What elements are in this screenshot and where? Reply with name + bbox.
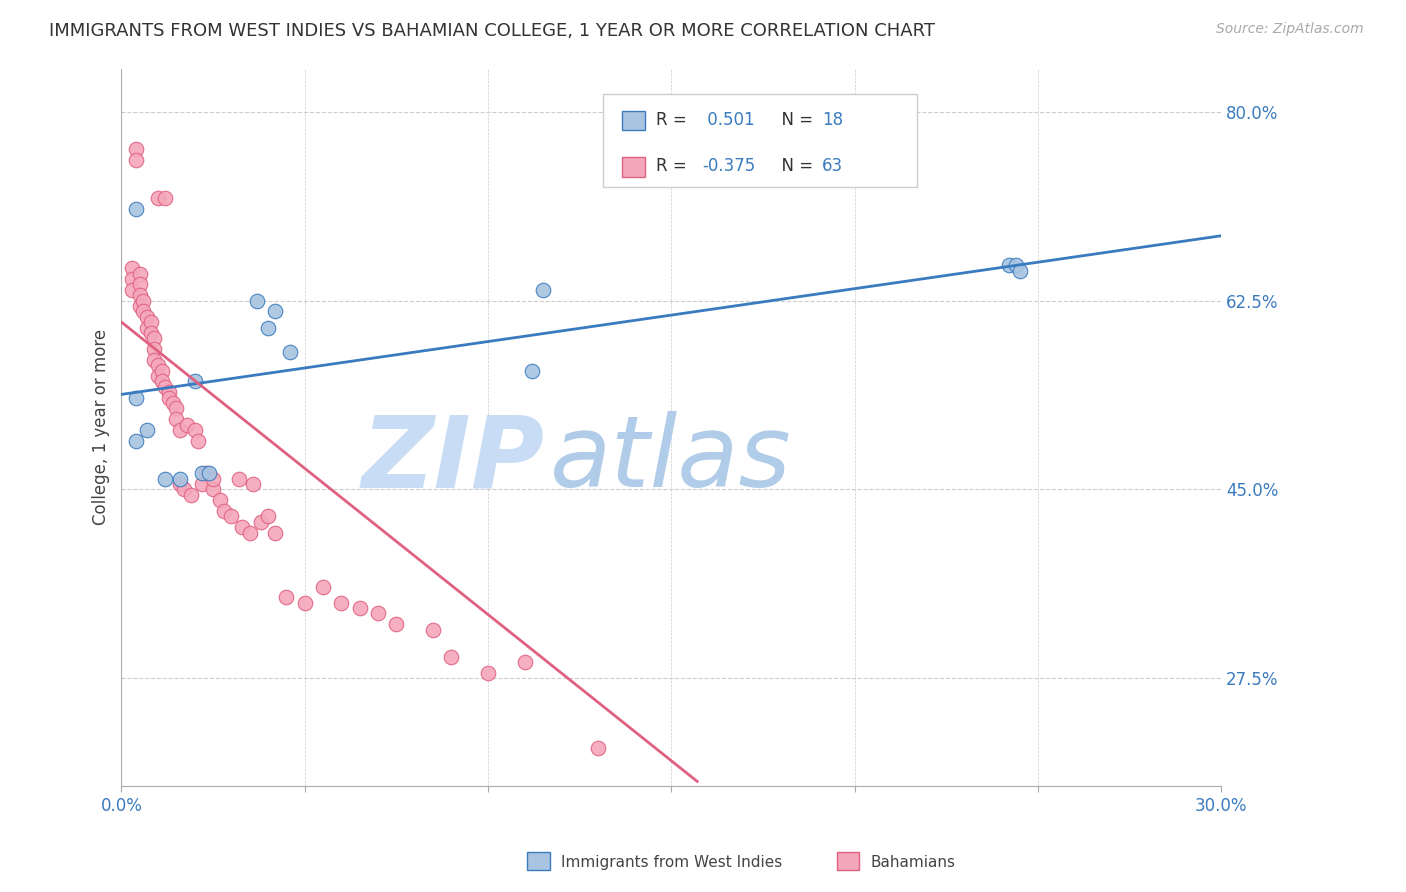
Point	[1005, 258, 1028, 272]
Point	[165, 412, 187, 426]
Point	[212, 504, 235, 518]
Point	[136, 320, 159, 334]
Point	[184, 423, 207, 437]
Point	[146, 369, 169, 384]
Point	[294, 596, 316, 610]
Point	[128, 288, 150, 302]
Text: ZIP: ZIP	[361, 411, 546, 508]
Point	[278, 345, 301, 359]
Y-axis label: College, 1 year or more: College, 1 year or more	[93, 329, 110, 525]
Point	[440, 649, 463, 664]
Point	[257, 509, 280, 524]
Text: atlas: atlas	[550, 411, 792, 508]
Point	[143, 352, 166, 367]
Point	[155, 472, 177, 486]
Point	[157, 391, 180, 405]
Point	[128, 267, 150, 281]
Point	[191, 477, 214, 491]
Point	[139, 326, 162, 340]
Text: Immigrants from West Indies: Immigrants from West Indies	[561, 855, 782, 870]
Point	[128, 299, 150, 313]
Point	[202, 483, 225, 497]
Point	[136, 423, 159, 437]
Point	[194, 466, 217, 480]
Text: IMMIGRANTS FROM WEST INDIES VS BAHAMIAN COLLEGE, 1 YEAR OR MORE CORRELATION CHAR: IMMIGRANTS FROM WEST INDIES VS BAHAMIAN …	[49, 22, 935, 40]
Point	[531, 283, 554, 297]
Point	[198, 466, 221, 480]
Point	[121, 272, 143, 286]
Point	[146, 359, 169, 373]
Point	[231, 520, 253, 534]
Point	[176, 417, 198, 432]
Point	[477, 665, 499, 680]
Text: R =: R =	[657, 111, 692, 128]
Point	[165, 401, 187, 416]
Point	[150, 364, 173, 378]
Point	[257, 320, 280, 334]
Text: Source: ZipAtlas.com: Source: ZipAtlas.com	[1216, 22, 1364, 37]
Point	[209, 493, 232, 508]
Point	[162, 396, 184, 410]
Point	[228, 472, 250, 486]
Point	[125, 391, 148, 405]
Point	[246, 293, 269, 308]
Point	[997, 258, 1019, 272]
Point	[513, 655, 536, 669]
Point	[264, 304, 287, 318]
Point	[422, 623, 444, 637]
Point	[169, 423, 191, 437]
Text: 18: 18	[823, 111, 844, 128]
Point	[169, 477, 191, 491]
Text: N =: N =	[772, 157, 818, 175]
Point	[155, 191, 177, 205]
Point	[191, 466, 214, 480]
Point	[184, 375, 207, 389]
Point	[586, 741, 609, 756]
Point	[128, 277, 150, 292]
Point	[132, 304, 155, 318]
Point	[150, 375, 173, 389]
Point	[187, 434, 209, 448]
Text: 0.501: 0.501	[703, 111, 755, 128]
Point	[136, 310, 159, 324]
Text: 63: 63	[823, 157, 844, 175]
Point	[330, 596, 353, 610]
Point	[125, 434, 148, 448]
Point	[349, 601, 371, 615]
Point	[264, 525, 287, 540]
Point	[125, 153, 148, 168]
Point	[125, 202, 148, 216]
Point	[146, 191, 169, 205]
Point	[132, 293, 155, 308]
Text: R =: R =	[657, 157, 692, 175]
Point	[169, 472, 191, 486]
Point	[173, 483, 195, 497]
Point	[520, 364, 543, 378]
Point	[249, 515, 271, 529]
Point	[139, 315, 162, 329]
Text: Bahamians: Bahamians	[870, 855, 955, 870]
Point	[385, 617, 408, 632]
Point	[155, 380, 177, 394]
Point	[202, 472, 225, 486]
Point	[276, 591, 298, 605]
Point	[143, 331, 166, 345]
Point	[367, 607, 389, 621]
Point	[1008, 264, 1031, 278]
Point	[121, 283, 143, 297]
Text: -0.375: -0.375	[703, 157, 755, 175]
Point	[239, 525, 262, 540]
Point	[242, 477, 264, 491]
Point	[121, 261, 143, 276]
Point	[221, 509, 243, 524]
Point	[312, 580, 335, 594]
Point	[125, 143, 148, 157]
Text: N =: N =	[772, 111, 818, 128]
Point	[180, 488, 202, 502]
Point	[157, 385, 180, 400]
Point	[143, 342, 166, 356]
